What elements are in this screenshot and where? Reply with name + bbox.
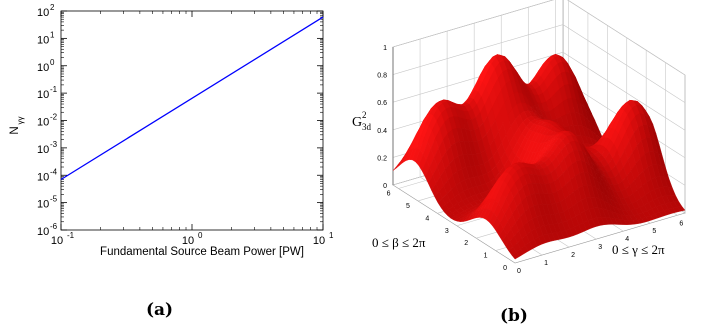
z-grid-line [392,24,686,103]
gamma-tick-label: 6 [679,220,683,227]
y-tick-label: 10 [37,34,49,46]
z-tick-label: 1 [383,45,387,52]
gamma-tick-label: 3 [598,244,602,251]
y-tick-exponent: 0 [50,58,55,67]
z-grid-line [392,0,686,76]
y-tick-exponent: -1 [50,85,58,94]
beta-tick-label: 4 [425,215,429,222]
caption-b: (b) [500,306,528,326]
beta-tick-label: 1 [484,253,488,260]
gamma-tick-label: 2 [571,252,575,259]
x-tick-label: 10 [182,235,194,247]
y-axis-label-group: Nγγ [9,117,25,135]
y-tick-exponent: -5 [50,195,58,204]
z-tick-label: 0.6 [377,100,387,107]
y-tick-label: 10 [37,171,49,183]
z-tick-label: 0 [383,183,387,190]
gamma-tick-label: 4 [625,236,629,243]
panel-a-log-log-chart: 10 -1 10 0 10 110 -610 -510 -410 -310 -210 -110 010 1… [9,3,334,258]
x-tick-exponent: -1 [67,231,75,240]
y-tick-label: 10 [37,117,49,129]
x-tick-label: 10 [313,235,325,247]
beta-tick-label: 3 [445,228,449,235]
y-axis-label-subscript: γγ [16,117,25,125]
y-tick-exponent: 1 [50,30,55,39]
z-tick-label: 0.2 [377,155,387,162]
y-tick-label: 10 [37,144,49,156]
y-tick-exponent: -6 [50,222,58,231]
y-tick-exponent: -2 [50,113,58,122]
z-axis-label: G [352,115,362,130]
series-line [60,16,324,181]
gamma-tick-label: 0 [517,268,521,275]
y-tick-label: 10 [37,7,49,19]
y-tick-exponent: -4 [50,167,58,176]
beta-tick-label: 0 [503,265,507,272]
gamma-tick-label: 1 [544,260,548,267]
z-axis-label-sub: 3d [362,122,372,132]
z-tick-label: 0.8 [377,73,387,80]
gamma-tick-label: 5 [652,228,656,235]
beta-axis-label: 0 ≤ β ≤ 2π [372,235,426,250]
plot-area-a [60,10,324,231]
x-tick-exponent: 0 [198,231,203,240]
y-tick-label: 10 [37,226,49,238]
x-tick-label: 10 [51,235,63,247]
beta-tick-label: 5 [406,203,410,210]
x-tick-exponent: 1 [329,231,334,240]
y-tick-exponent: 2 [50,3,55,12]
y-tick-exponent: -3 [50,140,58,149]
y-tick-label: 10 [37,89,49,101]
surface [392,53,686,260]
gamma-axis-label: 0 ≤ γ ≤ 2π [612,242,665,257]
beta-tick-label: 2 [464,240,468,247]
beta-tick-label: 6 [387,191,391,198]
y-tick-label: 10 [37,199,49,211]
x-axis-label: Fundamental Source Beam Power [PW] [100,246,304,258]
z-tick-label: 0.4 [377,128,387,135]
z-axis-label-sup: 2 [362,110,367,120]
z-grid-line [392,51,686,131]
y-axis-label: N [9,126,21,134]
surface-patch [511,251,520,260]
caption-a: (a) [146,300,174,320]
y-tick-label: 10 [37,62,49,74]
